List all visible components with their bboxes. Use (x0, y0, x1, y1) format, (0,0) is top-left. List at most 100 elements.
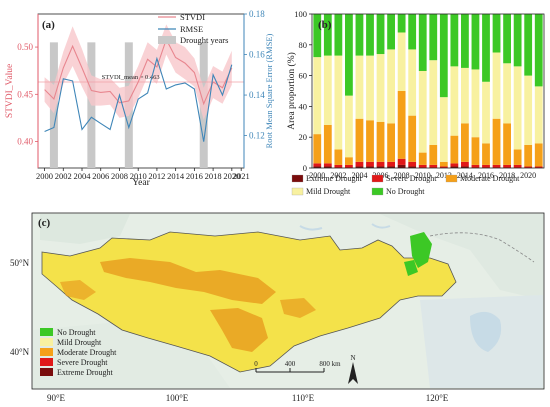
x-tick-label: 2002 (330, 171, 346, 180)
panel-a-label: (a) (42, 19, 55, 31)
panel-b-y-ticks: 0 20 40 60 80 100 (294, 9, 312, 173)
map-lon-label: 90°E (47, 393, 66, 403)
north-arrow: N (348, 354, 358, 384)
map-legend-label: Severe Drought (57, 358, 108, 367)
map-lat-label: 50°N (10, 258, 30, 268)
x-tick-label: 2014 (167, 171, 185, 181)
map-legend-label: Moderate Drought (57, 348, 117, 357)
stvdi-uncertainty-band (44, 24, 232, 120)
x-tick-label: 2016 (478, 171, 494, 180)
panel-b-y-label: Area proportion (%) (286, 52, 297, 130)
x-tick-label: 2006 (92, 171, 109, 181)
north-arrow-icon (348, 362, 358, 384)
map-lon-label: 110°E (292, 393, 315, 403)
bar-segment-mild-drought-2017 (492, 52, 501, 119)
bar-segment-severe-drought-2016 (482, 164, 490, 168)
bar-segment-extreme-drought-2014 (461, 166, 469, 168)
bar-segment-no-drought-2016 (482, 14, 490, 82)
x-tick-label: 2004 (351, 171, 367, 180)
map-legend-swatch-moderate-drought (40, 348, 53, 356)
bar-segment-severe-drought-2008 (397, 158, 406, 165)
bar-segment-moderate-drought-2013 (450, 135, 459, 164)
bar-segment-severe-drought-2001 (323, 163, 332, 167)
x-tick-label: 2021 (233, 171, 250, 181)
legend-swatch-extreme-drought (291, 174, 304, 183)
bar-segment-severe-drought-2017 (492, 164, 501, 168)
map-legend-swatch-extreme-drought (40, 368, 53, 376)
bar-segment-severe-drought-2003 (345, 164, 353, 168)
panel-a-line-chart: STVDI_mean = 0.463 2000 2002 2004 2006 2008 2… (5, 9, 274, 188)
bar-segment-severe-drought-2002 (334, 164, 343, 168)
bar-segment-no-drought-2011 (429, 14, 438, 61)
panel-a-left-y-label: STVDI_Value (5, 64, 15, 118)
bar-segment-no-drought-2019 (513, 14, 522, 67)
bar-segment-moderate-drought-2010 (418, 152, 427, 165)
panel-a-x-ticks: 2000 2002 2004 2006 2008 2010 2012 2014 2016 2018… (36, 168, 250, 181)
scale-bar-label: 0 (254, 360, 258, 368)
bar-segment-moderate-drought-2017 (492, 118, 501, 165)
bar-segment-extreme-drought-2000 (313, 166, 322, 168)
bar-segment-moderate-drought-2007 (387, 123, 395, 162)
map-moderate-drought-area (280, 298, 316, 318)
x-tick-label: 2000 (309, 171, 325, 180)
map-moderate-drought-area (210, 308, 268, 352)
bar-segment-extreme-drought-2006 (376, 166, 385, 168)
panel-a-series-lines (44, 38, 233, 142)
map-moderate-drought-area (60, 280, 96, 300)
bar-segment-severe-drought-2011 (429, 164, 438, 168)
panel-a-legend: STVDI RMSE Drought years (158, 12, 228, 45)
panel-a-x-label: Year (132, 178, 150, 188)
series-line-rmse (44, 56, 233, 142)
left-y-tick-label: 0.40 (17, 137, 33, 147)
bar-segment-moderate-drought-2012 (439, 161, 448, 167)
bar-segment-severe-drought-2018 (503, 164, 511, 168)
x-tick-label: 2020 (223, 171, 240, 181)
panel-a-right-y-ticks: 0.12 0.14 0.16 0.18 (243, 9, 265, 168)
y-tick-label: 20 (299, 132, 308, 142)
map-lon-label: 100°E (166, 393, 189, 403)
panel-b-label: (b) (318, 19, 332, 31)
map-legend-label: Extreme Drought (57, 368, 114, 377)
bar-segment-mild-drought-2015 (471, 69, 480, 138)
legend-label: Moderate Drought (460, 174, 520, 183)
bar-segment-severe-drought-2021 (534, 166, 543, 168)
bar-segment-no-drought-2021 (534, 14, 543, 87)
x-tick-label: 2014 (457, 171, 473, 180)
map-boundary-line (429, 232, 535, 263)
bar-segment-moderate-drought-2019 (513, 149, 522, 165)
bar-segment-mild-drought-2021 (534, 86, 543, 144)
bar-segment-moderate-drought-2008 (397, 91, 406, 159)
map-terrain (40, 214, 130, 244)
y-tick-label: 0 (303, 163, 307, 173)
bar-segment-no-drought-2003 (345, 14, 353, 96)
bar-segment-severe-drought-2009 (408, 161, 417, 167)
bar-segment-mild-drought-2003 (345, 95, 353, 158)
bar-segment-no-drought-2005 (366, 14, 374, 56)
panel-b-plot-frame (311, 13, 545, 169)
bar-segment-severe-drought-2005 (366, 161, 374, 167)
legend-drought-swatch (158, 36, 176, 44)
bar-segment-moderate-drought-2018 (503, 123, 511, 165)
stvdi-band-area (44, 24, 232, 120)
bar-segment-moderate-drought-2005 (366, 120, 374, 162)
x-tick-label: 2004 (74, 171, 92, 181)
map-legend-swatch-severe-drought (40, 358, 53, 366)
legend-swatch-mild-drought (291, 187, 304, 196)
bar-segment-moderate-drought-2011 (429, 144, 438, 165)
bar-segment-severe-drought-2020 (524, 166, 533, 168)
legend-label: Extreme Drought (306, 174, 363, 183)
bar-segment-severe-drought-2006 (376, 161, 385, 167)
map-river (371, 223, 391, 229)
bar-segment-extreme-drought-2004 (355, 166, 364, 168)
x-tick-label: 2018 (205, 171, 222, 181)
x-tick-label: 2000 (36, 171, 53, 181)
x-tick-label: 2010 (130, 171, 147, 181)
north-arrow-label: N (350, 354, 355, 362)
bar-segment-extreme-drought-2005 (366, 166, 374, 168)
bar-segment-mild-drought-2013 (450, 66, 459, 136)
bar-segment-moderate-drought-2016 (482, 143, 490, 165)
panel-c-label: (c) (38, 217, 51, 229)
bar-segment-moderate-drought-2020 (524, 144, 533, 167)
bar-segment-moderate-drought-2014 (461, 123, 469, 162)
